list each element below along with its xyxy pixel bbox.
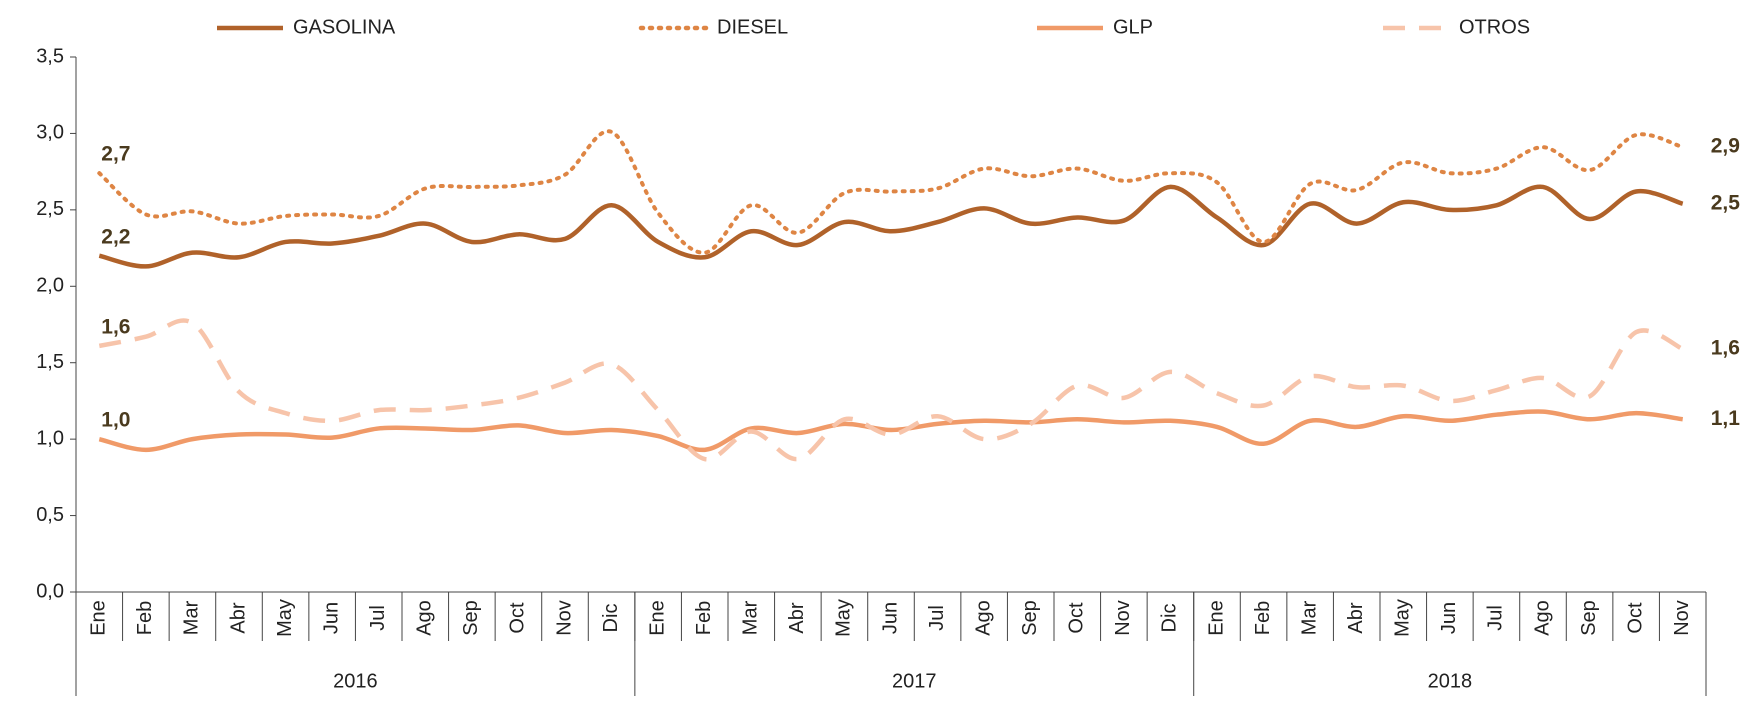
series-line [98, 318, 1684, 462]
x-tick-label: Abr [227, 602, 249, 633]
x-tick-label: Ago [972, 600, 994, 636]
x-tick-label: Sep [1578, 600, 1600, 636]
value-label: 1,1 [1711, 407, 1741, 430]
legend-label: DIESEL [717, 16, 788, 38]
x-tick-label: Mar [181, 600, 203, 635]
legend-label: OTROS [1459, 16, 1530, 38]
x-tick-label: Ene [1205, 600, 1227, 636]
y-tick-label: 1,0 [36, 427, 64, 449]
y-tick-label: 0,0 [36, 580, 64, 602]
x-tick-label: May [274, 599, 296, 637]
x-tick-label: Nov [1671, 600, 1693, 636]
x-tick-label: Jun [879, 602, 901, 634]
x-tick-label: May [833, 599, 855, 637]
x-tick-label: Nov [1112, 600, 1134, 636]
y-tick-label: 3,5 [36, 45, 64, 67]
x-tick-label: Jun [1438, 602, 1460, 634]
value-label: 2,7 [101, 143, 130, 166]
x-tick-label: Ene [88, 600, 110, 636]
x-tick-label: Mar [1298, 600, 1320, 635]
x-tick-label: Ago [414, 600, 436, 636]
x-tick-label: Abr [786, 602, 808, 633]
x-tick-label: Jun [320, 602, 342, 634]
x-tick-label: Feb [1252, 601, 1274, 635]
x-tick-label: Jul [926, 605, 948, 631]
y-tick-label: 2,5 [36, 198, 64, 220]
value-label: 1,6 [101, 315, 130, 338]
x-tick-label: Sep [1019, 600, 1041, 636]
x-tick-label: Dic [1159, 604, 1181, 633]
series-line [97, 129, 1685, 255]
x-tick-label: May [1392, 599, 1414, 637]
x-tick-label: Mar [740, 600, 762, 635]
x-tick-label: Dic [600, 604, 622, 633]
x-tick-label: Oct [1624, 602, 1646, 634]
x-tick-label: Jul [367, 605, 389, 631]
legend-label: GLP [1113, 16, 1153, 38]
value-label: 1,0 [101, 409, 130, 432]
series-line [98, 184, 1684, 269]
x-tick-label: Ago [1531, 600, 1553, 636]
x-tick-label: Feb [134, 601, 156, 635]
x-tick-label: Jul [1485, 605, 1507, 631]
legend-label: GASOLINA [293, 16, 396, 38]
y-tick-label: 1,5 [36, 351, 64, 373]
x-tick-label: Sep [460, 600, 482, 636]
x-tick-label: Feb [693, 601, 715, 635]
group-label: 2017 [892, 670, 937, 692]
x-tick-label: Oct [507, 602, 529, 634]
x-tick-label: Ene [646, 600, 668, 636]
y-tick-label: 2,0 [36, 275, 64, 297]
series-line [98, 409, 1684, 453]
y-tick-label: 3,0 [36, 122, 64, 144]
x-tick-label: Oct [1066, 602, 1088, 634]
value-label: 2,5 [1711, 191, 1741, 214]
y-tick-label: 0,5 [36, 504, 64, 526]
value-label: 2,2 [101, 225, 130, 248]
value-label: 2,9 [1711, 135, 1740, 158]
x-tick-label: Abr [1345, 602, 1367, 633]
x-tick-label: Nov [553, 600, 575, 636]
group-label: 2018 [1428, 670, 1473, 692]
value-label: 1,6 [1711, 337, 1740, 360]
group-label: 2016 [333, 670, 378, 692]
